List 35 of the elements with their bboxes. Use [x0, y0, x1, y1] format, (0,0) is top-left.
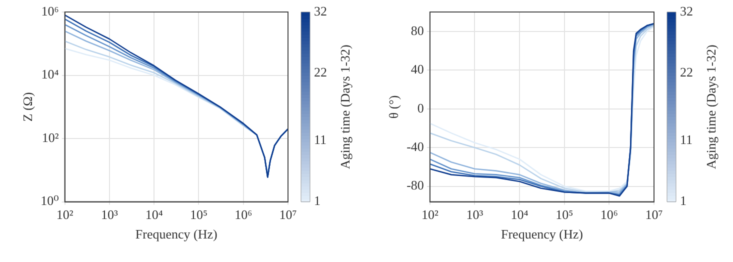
x-tick-label: 10²	[421, 207, 438, 222]
y-tick-label: 10⁰	[40, 193, 59, 208]
y-tick-label: 80	[410, 22, 424, 38]
y-axis-title: Z (Ω)	[20, 92, 36, 122]
x-tick-label: 10⁶	[234, 207, 252, 222]
x-tick-label: 10³	[466, 207, 484, 222]
x-tick-label: 10⁷	[645, 207, 663, 222]
x-tick-label: 10⁵	[556, 207, 574, 222]
color-bar-title: Aging time (Days 1-32)	[703, 44, 718, 170]
color-bar-label: 1	[680, 193, 686, 208]
color-bar-label: 32	[680, 3, 693, 18]
y-tick-label: 10⁶	[41, 3, 59, 18]
y-tick-label: 0	[417, 100, 424, 116]
x-axis-title: Frequency (Hz)	[135, 226, 218, 242]
y-axis-title: θ (°)	[386, 95, 402, 119]
y-tick-label: -40	[406, 138, 424, 154]
color-bar-title: Aging time (Days 1-32)	[337, 44, 352, 170]
y-tick-label: 10²	[42, 130, 59, 145]
color-bar-label: 11	[314, 132, 327, 147]
color-bar-label: 1	[314, 193, 320, 208]
y-tick-label: 40	[410, 62, 424, 77]
x-tick-label: 10⁴	[510, 207, 529, 222]
color-bar-label: 32	[314, 3, 327, 18]
x-tick-label: 10⁵	[190, 207, 208, 222]
y-tick-label: -80	[406, 178, 424, 193]
x-tick-label: 10³	[100, 207, 118, 222]
y-tick-label: 10⁴	[41, 66, 60, 82]
x-axis-title: Frequency (Hz)	[500, 226, 583, 242]
color-bar-label: 22	[680, 64, 693, 80]
x-tick-label: 10⁷	[279, 207, 297, 222]
color-bar-label: 11	[680, 132, 693, 147]
x-tick-label: 10⁶	[600, 207, 618, 222]
x-tick-label: 10⁴	[145, 207, 164, 222]
color-bar-label: 22	[314, 64, 327, 80]
x-tick-label: 10²	[56, 207, 74, 222]
